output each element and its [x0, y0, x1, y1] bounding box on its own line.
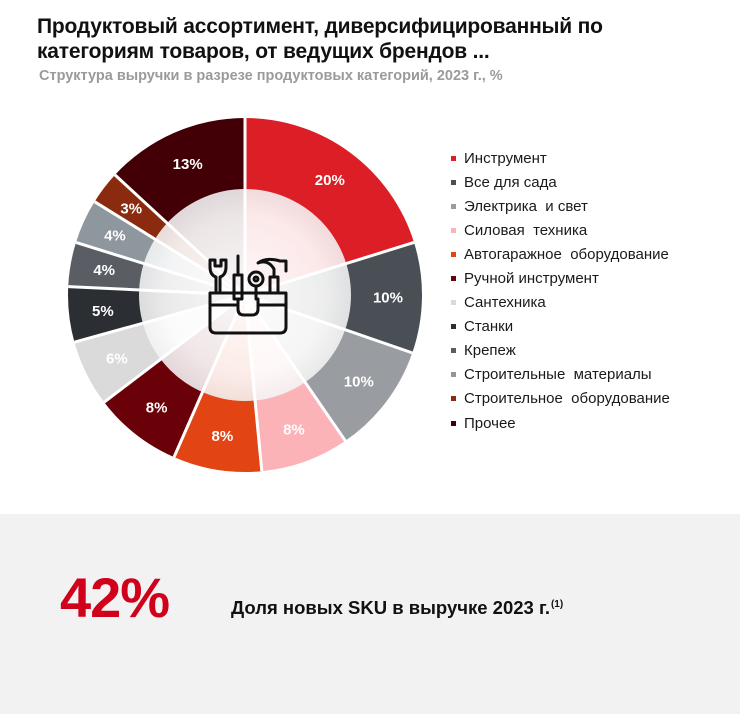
legend-item: Инструмент	[449, 146, 670, 170]
slice-labels: 20% 10% 10% 8% 8% 8% 6% 5% 4% 4% 3% 13%	[92, 156, 403, 445]
legend-swatch-icon	[451, 324, 456, 330]
slice-label: 8%	[146, 399, 168, 416]
legend-label: Крепеж	[464, 342, 516, 360]
slice-divider	[243, 294, 347, 442]
legend-item: Автогаражное оборудование	[449, 242, 670, 266]
legend-item: Силовая техника	[449, 218, 670, 242]
legend-swatch-icon	[451, 203, 456, 209]
legend-swatch-icon	[451, 300, 456, 306]
legend-item: Сантехника	[449, 291, 670, 315]
slice-label: 4%	[93, 262, 115, 279]
legend-swatch-icon	[451, 348, 456, 354]
kpi-footnote: (1)	[550, 599, 564, 610]
slice-label: 4%	[104, 228, 126, 245]
toolbox-icon	[208, 254, 288, 335]
slice-label: 10%	[373, 289, 403, 306]
slice-label: 20%	[315, 172, 345, 189]
legend-item: Электрика и свет	[449, 194, 670, 218]
kpi-label: Доля новых SKU в выручке 2023 г.(1)	[231, 597, 563, 619]
legend-swatch-icon	[451, 396, 456, 402]
legend-label: Автогаражное оборудование	[464, 245, 669, 263]
legend-swatch-icon	[451, 372, 456, 378]
legend-label: Строительные материалы	[464, 366, 652, 384]
chart-legend: Инструмент Все для сада Электрика и свет Си…	[449, 146, 670, 435]
legend-item: Все для сада	[449, 170, 670, 194]
legend-item: Крепеж	[449, 339, 670, 363]
legend-swatch-icon	[451, 179, 456, 185]
slice-label: 3%	[120, 200, 142, 217]
legend-item: Строительные материалы	[449, 363, 670, 387]
slice-label: 8%	[212, 428, 234, 445]
slice-divider	[172, 294, 247, 458]
legend-label: Силовая техника	[464, 221, 588, 239]
legend-item: Строительное оборудование	[449, 387, 670, 411]
legend-label: Инструмент	[464, 149, 547, 167]
legend-item: Станки	[449, 315, 670, 339]
legend-label: Станки	[464, 318, 514, 336]
kpi-label-text: Доля новых SKU в выручке 2023 г.	[231, 597, 550, 618]
legend-swatch-icon	[451, 155, 456, 161]
slice-label: 6%	[106, 351, 128, 368]
legend-item: Прочее	[449, 411, 670, 435]
slice-label: 10%	[344, 374, 374, 391]
legend-swatch-icon	[451, 276, 456, 282]
slice-divider	[244, 241, 415, 297]
slice-divider	[74, 293, 246, 344]
legend-label: Электрика и свет	[464, 197, 588, 215]
legend-swatch-icon	[451, 251, 456, 257]
donut-chart: 20% 10% 10% 8% 8% 8% 6% 5% 4% 4% 3% 13%	[67, 118, 422, 472]
slice-divider	[243, 294, 264, 472]
slice-label: 5%	[92, 303, 114, 320]
slice-label: 13%	[173, 156, 203, 173]
legend-label: Строительное оборудование	[464, 390, 670, 408]
legend-swatch-icon	[451, 227, 456, 233]
legend-item: Ручной инструмент	[449, 266, 670, 290]
legend-label: Прочее	[464, 414, 516, 432]
legend-swatch-icon	[451, 420, 456, 426]
kpi-value: 42%	[60, 566, 170, 629]
chart-subtitle: Структура выручки в разрезе продуктовых …	[39, 68, 503, 84]
legend-label: Все для сада	[464, 173, 557, 191]
slice-divider	[103, 293, 246, 404]
legend-label: Ручной инструмент	[464, 270, 599, 288]
legend-label: Сантехника	[464, 294, 546, 312]
page-title: Продуктовый ассортимент, диверсифицирова…	[37, 15, 603, 63]
slice-label: 8%	[283, 421, 305, 438]
